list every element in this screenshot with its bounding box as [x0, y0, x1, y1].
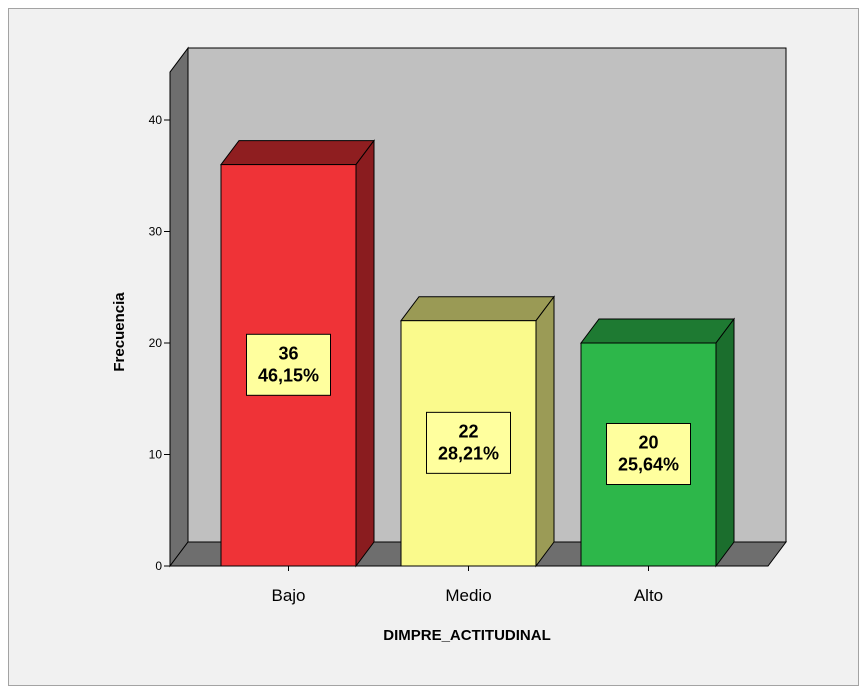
bar-side-face: [355, 139, 375, 568]
x-tick-label: Medio: [445, 586, 491, 605]
bar-side-face: [535, 295, 555, 568]
x-tick-label: Bajo: [271, 586, 305, 605]
y-axis: 0 10 20 30 40: [149, 72, 171, 573]
data-label-percent: 28,21%: [438, 443, 499, 463]
data-label-percent: 25,64%: [618, 455, 679, 475]
data-label-box: [426, 411, 511, 474]
y-tick-label: 20: [149, 336, 163, 350]
y-tick-label: 0: [155, 559, 162, 573]
y-tick-label: 10: [149, 448, 163, 462]
data-label-count: 36: [278, 343, 298, 363]
bar-top-face: [580, 318, 735, 344]
bar-top-face: [220, 140, 375, 166]
y-tick-label: 30: [149, 225, 163, 239]
data-label-count: 22: [458, 421, 478, 441]
side-wall: [169, 46, 189, 568]
bars: [220, 139, 735, 568]
data-label-count: 20: [638, 433, 658, 453]
x-axis: Bajo Medio Alto: [271, 566, 663, 605]
data-label-box: [606, 423, 691, 485]
data-label-percent: 46,15%: [258, 365, 319, 385]
bar-side-face: [715, 317, 735, 568]
y-axis-title: Frecuencia: [111, 292, 128, 372]
x-axis-title: DIMPRE_ACTITUDINAL: [383, 627, 551, 644]
data-label-box: [246, 333, 331, 396]
y-tick-label: 40: [149, 113, 163, 127]
x-tick-label: Alto: [634, 586, 663, 605]
bar-top-face: [400, 296, 555, 322]
